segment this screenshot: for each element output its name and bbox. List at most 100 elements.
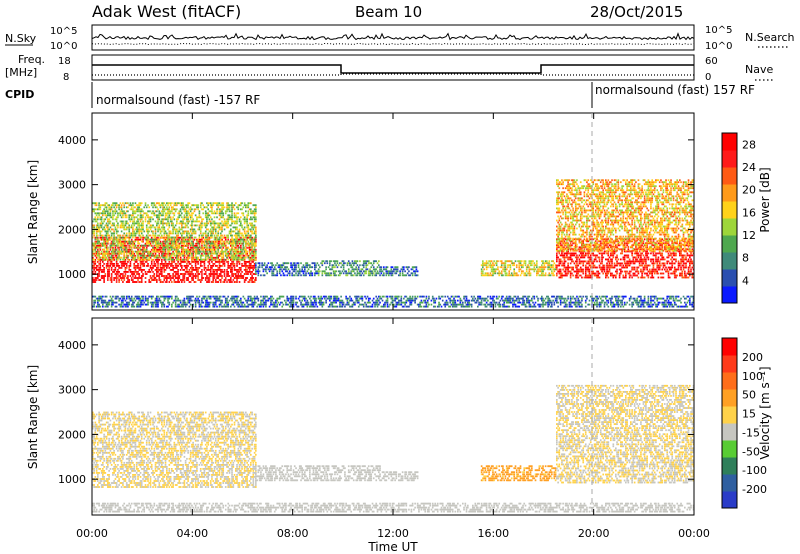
power-cell: [223, 261, 226, 263]
power-cell: [156, 271, 158, 273]
power-cell: [231, 218, 233, 221]
power-cell: [243, 273, 246, 275]
power-cell: [238, 228, 241, 231]
power-cell: [137, 240, 139, 243]
power-cell: [549, 274, 552, 277]
power-cell: [232, 258, 235, 261]
power-cell: [134, 222, 137, 225]
power-cell: [191, 254, 193, 257]
power-cell: [217, 204, 220, 207]
power-cell: [602, 238, 605, 241]
power-cell: [515, 272, 518, 275]
power-cell: [93, 210, 95, 213]
power-cell: [512, 262, 514, 265]
power-cell: [152, 259, 154, 261]
power-cell: [528, 266, 531, 269]
power-cell: [547, 268, 549, 271]
power-cell: [150, 212, 153, 215]
power-cell: [213, 236, 216, 239]
power-cell: [577, 268, 580, 271]
power-cell: [230, 242, 232, 245]
power-cell: [115, 263, 118, 265]
power-cell: [107, 230, 109, 233]
power-cell: [137, 242, 139, 245]
power-cell: [191, 265, 193, 267]
power-cell: [246, 216, 248, 219]
power-cell: [246, 261, 248, 263]
power-cell: [485, 262, 488, 265]
power-cell: [576, 258, 578, 261]
power-cell: [145, 236, 148, 239]
power-cell: [553, 268, 556, 271]
power-cell: [280, 268, 282, 271]
power-cell: [227, 220, 230, 223]
power-cell: [588, 272, 591, 275]
power-cell: [187, 236, 189, 239]
power-cell: [166, 222, 168, 225]
power-cell: [142, 269, 144, 271]
power-cell: [497, 268, 499, 271]
power-cell: [128, 246, 131, 249]
power-cell: [342, 266, 345, 269]
power-cell: [104, 202, 107, 205]
power-cell: [134, 258, 137, 261]
power-cell: [216, 212, 218, 215]
power-cell: [112, 271, 114, 273]
power-cell: [503, 264, 506, 267]
power-cell: [212, 271, 215, 273]
power-cell: [122, 258, 124, 261]
nsky-label: N.Sky: [5, 32, 37, 45]
power-cell: [390, 270, 393, 273]
power-cell: [408, 266, 410, 269]
power-cell: [223, 224, 226, 227]
power-cell: [262, 274, 265, 277]
power-cell: [607, 264, 610, 267]
power-cell: [124, 259, 127, 261]
power-cell: [92, 210, 94, 213]
power-cell: [102, 269, 104, 271]
power-cell: [176, 230, 178, 233]
power-cell: [181, 220, 183, 223]
power-cell: [187, 230, 189, 233]
power-cell: [154, 232, 157, 235]
power-cell: [94, 240, 97, 243]
power-cell: [228, 254, 231, 257]
power-cell: [587, 254, 590, 257]
power-cell: [490, 266, 493, 269]
power-cell: [219, 254, 222, 257]
power-cell: [149, 277, 152, 279]
power-cell: [176, 271, 178, 273]
power-cell: [605, 274, 607, 277]
power-cell: [140, 263, 143, 265]
power-cell: [544, 262, 547, 265]
power-cell: [183, 218, 186, 221]
power-cell: [179, 265, 182, 267]
power-cell: [194, 208, 197, 211]
power-cell: [169, 263, 172, 265]
power-cell: [128, 238, 131, 241]
power-cell: [103, 240, 105, 243]
power-cell: [186, 204, 188, 207]
power-cell: [378, 272, 380, 275]
power-cell: [223, 220, 226, 223]
power-cell: [566, 274, 568, 277]
power-cell: [592, 262, 595, 265]
power-cell: [601, 258, 603, 261]
power-cell: [144, 220, 147, 223]
power-cell: [504, 274, 507, 277]
power-cell: [224, 212, 227, 215]
power-cell: [127, 277, 129, 279]
power-cell: [203, 222, 206, 225]
power-cell: [107, 265, 109, 267]
power-cell: [169, 212, 172, 215]
power-cell: [124, 224, 127, 227]
power-cell: [183, 240, 186, 243]
power-cell: [317, 274, 320, 277]
power-cell: [240, 240, 242, 243]
power-cell: [370, 272, 373, 275]
power-cell: [179, 252, 182, 255]
power-cell: [243, 236, 246, 239]
power-cell: [109, 244, 112, 247]
power-cell: [124, 220, 127, 223]
power-cell: [198, 252, 201, 255]
